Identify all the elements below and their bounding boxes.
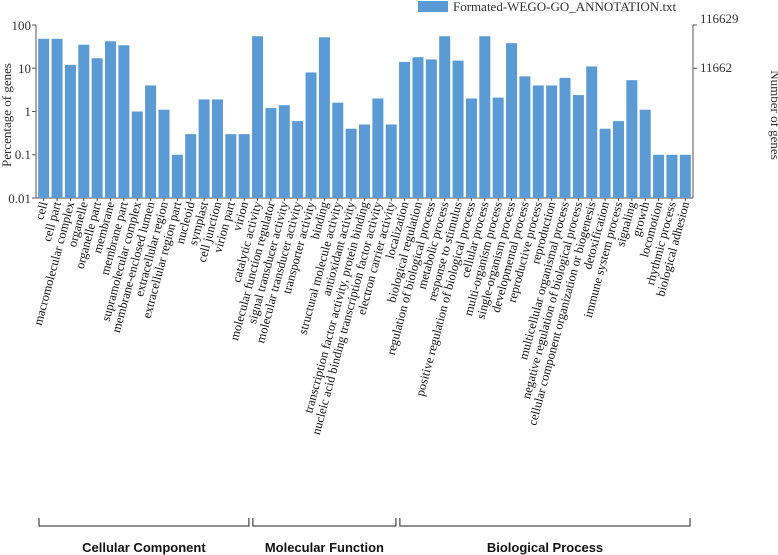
bar (612, 121, 624, 198)
bar (679, 154, 691, 198)
group-bracket (252, 518, 397, 527)
bar (559, 77, 571, 198)
y-tick-label: 0.01 (8, 191, 31, 206)
bar (506, 43, 518, 198)
bar (399, 61, 411, 199)
bar (51, 38, 63, 198)
bar (412, 57, 424, 199)
legend-label: Formated-WEGO-GO_ANNOTATION.txt (453, 0, 677, 14)
bar (532, 85, 544, 198)
y-tick-label: 10 (18, 61, 31, 76)
bar (666, 154, 678, 198)
bar (105, 41, 117, 198)
bar (345, 128, 357, 198)
group-label: Biological Process (487, 540, 603, 555)
bar (225, 134, 237, 198)
bar (479, 36, 491, 199)
bar (572, 95, 584, 198)
bar (198, 99, 210, 198)
bar (292, 121, 304, 198)
bar (238, 134, 250, 198)
bar (359, 124, 370, 198)
bar (586, 66, 598, 199)
y2-axis-title: Number of genes (768, 70, 778, 160)
bar (185, 134, 197, 198)
bar (385, 124, 397, 198)
group-label: Molecular Function (265, 540, 384, 555)
bar (64, 64, 76, 198)
y-axis-title: Percentage of genes (0, 63, 14, 167)
bar (211, 99, 223, 198)
bar (131, 111, 143, 198)
bar (465, 98, 477, 198)
bar (252, 36, 264, 199)
y-tick-label: 0.1 (15, 147, 31, 162)
bar (332, 102, 344, 198)
category-groups: Cellular Component Molecular Function Biol… (38, 518, 691, 555)
y-tick-label: 1 (25, 104, 32, 119)
bar (519, 76, 531, 198)
bar (118, 45, 130, 199)
bar (653, 154, 665, 198)
bar (599, 128, 611, 198)
y2-ticks: 116629 11662 (693, 11, 739, 75)
category-label: cell (32, 200, 50, 222)
bar (425, 59, 437, 198)
bar (439, 36, 451, 199)
group-label: Cellular Component (82, 540, 206, 555)
bar (372, 98, 384, 198)
group-bracket (399, 518, 691, 527)
y-tick-label: 100 (12, 18, 32, 33)
bar (145, 85, 157, 198)
bar (38, 38, 50, 198)
bar (305, 72, 317, 198)
bar (265, 108, 277, 198)
legend-swatch (418, 1, 448, 12)
bar (91, 58, 103, 198)
bar (546, 85, 558, 198)
bar (492, 97, 504, 198)
bars (38, 36, 691, 201)
bar (278, 105, 290, 198)
bar (452, 60, 464, 198)
bar (626, 80, 638, 198)
bar (171, 154, 183, 198)
y2-tick-label: 11662 (700, 60, 732, 75)
bar (78, 44, 90, 198)
bar (158, 109, 170, 198)
bar (639, 109, 651, 198)
y-ticks: 100 10 1 0.1 0.01 (8, 18, 36, 206)
group-bracket (38, 518, 250, 527)
bar (318, 37, 330, 198)
y2-tick-label: 116629 (700, 11, 739, 26)
